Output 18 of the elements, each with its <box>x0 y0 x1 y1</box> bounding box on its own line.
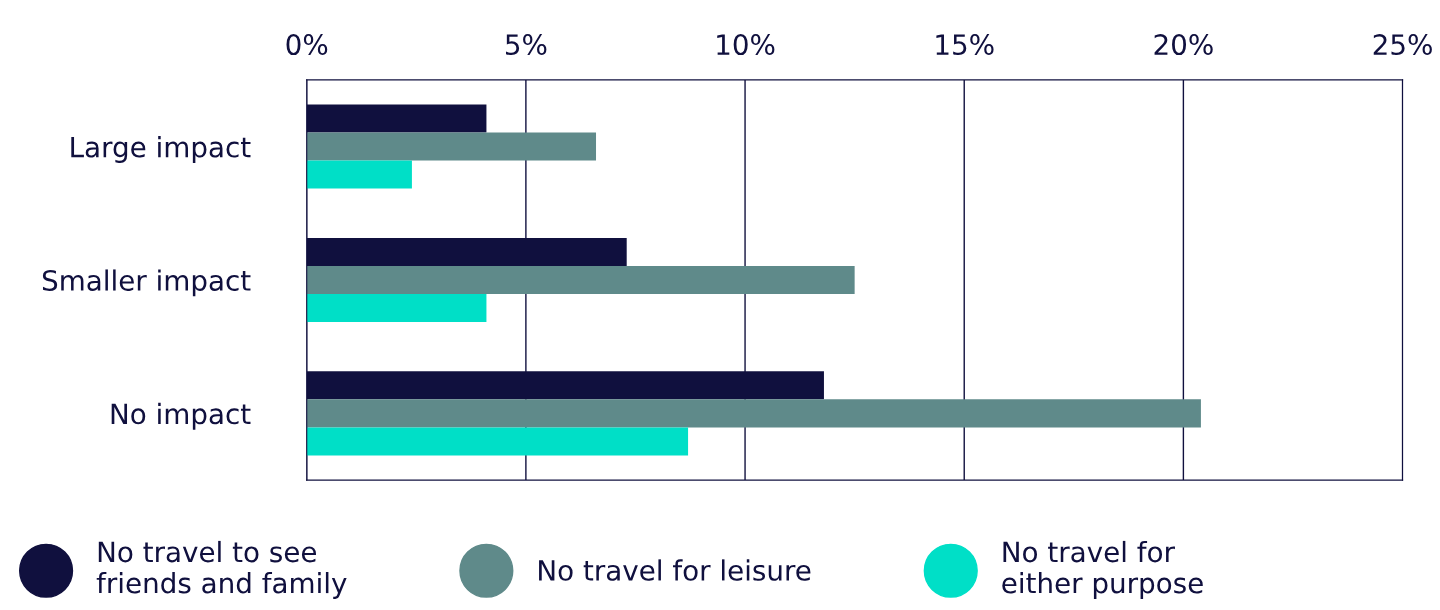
legend-label: No travel for leisure <box>539 559 811 581</box>
legend-label: No travel to see friends and family <box>96 540 347 599</box>
x-tick-label: 10% <box>717 34 775 56</box>
bar <box>306 294 487 323</box>
bar <box>306 399 1201 428</box>
x-tick-label: 5% <box>506 34 547 56</box>
bar <box>306 160 412 189</box>
y-tick-label: Large impact <box>71 136 251 163</box>
x-tick-label: 25% <box>1373 34 1432 56</box>
x-tick-label: 15% <box>936 34 994 56</box>
bar <box>306 132 597 161</box>
x-tick-label: 20% <box>1154 34 1213 56</box>
y-tick-label: Smaller impact <box>42 269 251 297</box>
bar <box>306 427 689 456</box>
legend-label: No travel for either purpose <box>1002 540 1203 599</box>
y-tick-label: No impact <box>111 402 251 430</box>
bar <box>306 265 855 294</box>
x-tick-label: 0% <box>286 34 328 56</box>
